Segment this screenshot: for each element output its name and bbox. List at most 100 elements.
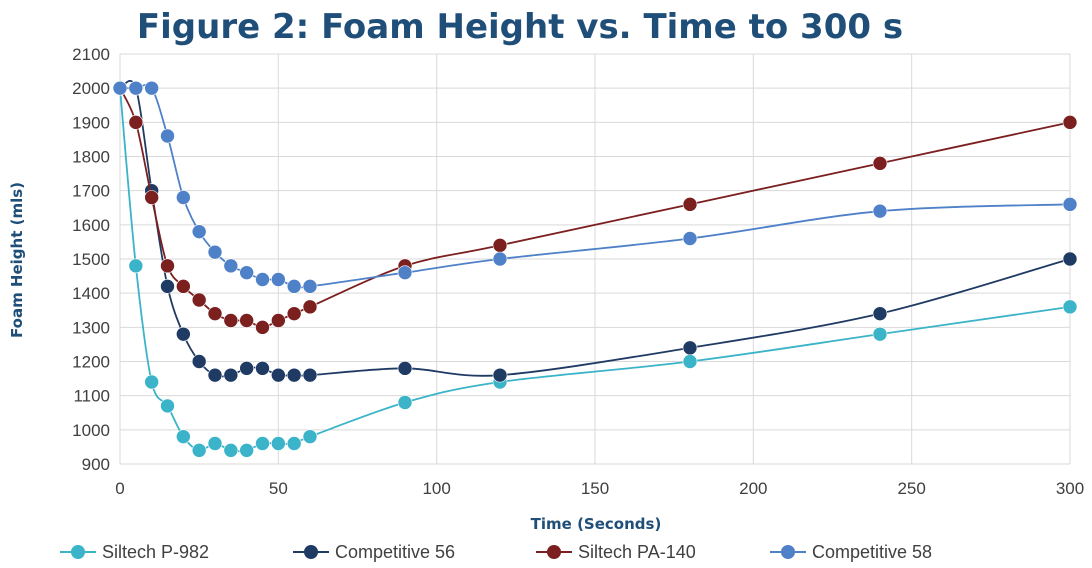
data-point (207, 306, 223, 321)
data-point (271, 367, 286, 383)
data-point (397, 361, 413, 376)
gridlines (119, 53, 1071, 465)
x-tick-label: 100 (422, 479, 450, 498)
chart-title: Figure 2: Foam Height vs. Time to 300 s (137, 7, 903, 47)
y-tick-label: 1400 (72, 284, 110, 303)
data-point (682, 354, 698, 369)
data-point (176, 279, 191, 294)
data-point (1062, 197, 1078, 212)
data-point (239, 313, 254, 328)
data-point (302, 367, 318, 383)
y-tick-label: 2100 (72, 45, 110, 64)
data-point (191, 354, 207, 369)
data-point (271, 272, 286, 287)
data-point (255, 320, 270, 335)
data-point (160, 258, 175, 274)
data-point (223, 258, 239, 274)
legend-label: Competitive 58 (812, 542, 932, 562)
data-point (872, 326, 888, 342)
legend-label: Siltech P-982 (102, 542, 209, 562)
data-point (207, 244, 223, 260)
legend-item: Competitive 58 (770, 542, 932, 562)
data-point (302, 429, 318, 444)
data-point (128, 258, 144, 274)
y-tick-label: 1500 (72, 250, 110, 269)
data-point (286, 436, 302, 451)
data-point (492, 367, 508, 383)
data-point (239, 361, 254, 376)
y-tick-label: 1000 (72, 421, 110, 440)
data-point (1062, 251, 1078, 267)
legend-marker (71, 545, 85, 559)
data-point (207, 436, 223, 451)
x-tick-label: 150 (581, 479, 609, 498)
data-point (128, 80, 144, 96)
data-point (286, 367, 302, 383)
data-point (302, 279, 318, 294)
legend-marker (304, 545, 318, 559)
data-point (191, 292, 207, 308)
x-tick-label: 300 (1056, 479, 1084, 498)
y-tick-label: 1600 (72, 216, 110, 235)
data-point (682, 340, 698, 356)
data-point (160, 128, 175, 144)
data-point (397, 265, 413, 280)
data-point (223, 313, 239, 328)
y-tick-label: 1700 (72, 182, 110, 201)
data-point (682, 231, 698, 246)
x-tick-label: 0 (115, 479, 124, 498)
data-point (682, 197, 698, 212)
legend: Siltech P-982 Competitive 56 Siltech PA-14… (60, 542, 932, 562)
data-point (144, 374, 159, 390)
series-lines (112, 80, 1078, 458)
legend-marker (547, 545, 561, 559)
data-point (160, 279, 175, 294)
axis-ticks: 9001000110012001300140015001600170018001… (72, 45, 1084, 498)
y-tick-label: 1300 (72, 318, 110, 337)
data-point (255, 361, 270, 376)
data-point (872, 203, 888, 219)
series-siltech-p-982 (112, 80, 1078, 458)
y-tick-label: 1100 (73, 387, 110, 406)
data-point (239, 265, 254, 280)
y-axis-title: Foam Height (mls) (8, 182, 26, 338)
data-point (492, 251, 508, 267)
data-point (176, 190, 191, 205)
data-point (239, 443, 254, 458)
data-point (872, 156, 888, 171)
data-point (286, 306, 302, 321)
x-tick-label: 200 (739, 479, 767, 498)
data-point (1062, 299, 1078, 315)
data-point (397, 395, 413, 410)
x-axis-title: Time (Seconds) (531, 515, 662, 533)
data-point (191, 224, 207, 239)
y-tick-label: 1800 (72, 148, 110, 167)
data-point (112, 80, 128, 96)
data-point (255, 272, 270, 287)
y-tick-label: 2000 (72, 79, 110, 98)
data-point (191, 443, 207, 458)
legend-item: Competitive 56 (293, 542, 455, 562)
series-competitive-56 (112, 80, 1078, 383)
data-point (176, 429, 191, 444)
legend-item: Siltech PA-140 (536, 542, 696, 562)
data-point (1062, 115, 1078, 130)
data-point (128, 115, 144, 130)
data-point (271, 436, 286, 451)
data-point (302, 299, 318, 315)
x-tick-label: 250 (897, 479, 925, 498)
data-point (286, 279, 302, 294)
data-point (271, 313, 286, 328)
x-tick-label: 50 (269, 479, 288, 498)
y-tick-label: 1200 (72, 353, 110, 372)
legend-item: Siltech P-982 (60, 542, 209, 562)
data-point (144, 80, 159, 96)
data-point (160, 398, 175, 414)
legend-marker (781, 545, 795, 559)
data-point (207, 367, 223, 383)
y-tick-label: 1900 (72, 113, 110, 132)
data-point (872, 306, 888, 321)
legend-label: Competitive 56 (335, 542, 455, 562)
data-point (492, 238, 508, 253)
